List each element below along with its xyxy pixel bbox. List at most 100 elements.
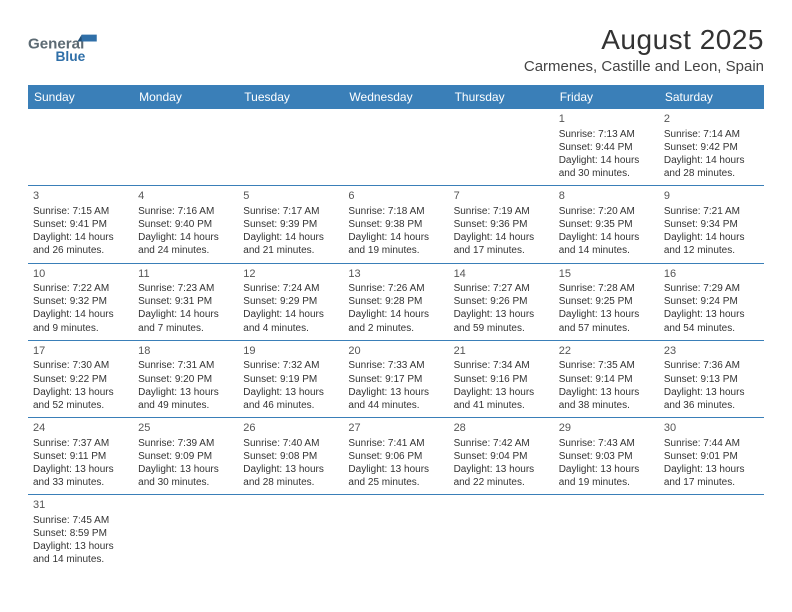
day-day2: and 33 minutes. [33,476,128,489]
day-day1: Daylight: 13 hours [138,386,233,399]
weekday-label: Saturday [659,85,764,109]
day-sunset: Sunset: 9:22 PM [33,373,128,386]
day-sunrise: Sunrise: 7:44 AM [664,437,759,450]
weekday-label: Sunday [28,85,133,109]
day-sunset: Sunset: 9:03 PM [559,450,654,463]
calendar-day: 15Sunrise: 7:28 AMSunset: 9:25 PMDayligh… [554,264,659,340]
day-sunset: Sunset: 9:24 PM [664,295,759,308]
day-sunset: Sunset: 9:06 PM [348,450,443,463]
day-sunrise: Sunrise: 7:37 AM [33,437,128,450]
calendar-day: 19Sunrise: 7:32 AMSunset: 9:19 PMDayligh… [238,341,343,417]
day-day2: and 9 minutes. [33,322,128,335]
day-sunrise: Sunrise: 7:27 AM [454,282,549,295]
day-day2: and 30 minutes. [559,167,654,180]
day-day1: Daylight: 13 hours [454,308,549,321]
day-day1: Daylight: 13 hours [454,463,549,476]
day-number: 12 [243,267,338,282]
day-number: 16 [664,267,759,282]
day-sunset: Sunset: 9:44 PM [559,141,654,154]
day-sunset: Sunset: 9:38 PM [348,218,443,231]
day-day1: Daylight: 14 hours [348,308,443,321]
calendar-day: 5Sunrise: 7:17 AMSunset: 9:39 PMDaylight… [238,186,343,262]
calendar-day-empty [659,495,764,571]
day-number: 1 [559,112,654,127]
title-block: August 2025 Carmenes, Castille and Leon,… [524,24,764,75]
day-day2: and 21 minutes. [243,244,338,257]
calendar-day: 21Sunrise: 7:34 AMSunset: 9:16 PMDayligh… [449,341,554,417]
calendar-day: 27Sunrise: 7:41 AMSunset: 9:06 PMDayligh… [343,418,448,494]
day-day1: Daylight: 14 hours [664,231,759,244]
calendar-day: 16Sunrise: 7:29 AMSunset: 9:24 PMDayligh… [659,264,764,340]
day-day2: and 24 minutes. [138,244,233,257]
calendar-week: 3Sunrise: 7:15 AMSunset: 9:41 PMDaylight… [28,186,764,263]
day-sunrise: Sunrise: 7:39 AM [138,437,233,450]
calendar-day: 8Sunrise: 7:20 AMSunset: 9:35 PMDaylight… [554,186,659,262]
day-sunset: Sunset: 9:09 PM [138,450,233,463]
day-number: 22 [559,344,654,359]
day-number: 13 [348,267,443,282]
day-day1: Daylight: 13 hours [243,386,338,399]
day-sunrise: Sunrise: 7:34 AM [454,359,549,372]
calendar-day-empty [449,109,554,185]
day-number: 8 [559,189,654,204]
calendar-day: 23Sunrise: 7:36 AMSunset: 9:13 PMDayligh… [659,341,764,417]
day-number: 17 [33,344,128,359]
generalblue-logo-icon: General Blue [28,30,138,64]
calendar-week: 17Sunrise: 7:30 AMSunset: 9:22 PMDayligh… [28,341,764,418]
calendar-day: 17Sunrise: 7:30 AMSunset: 9:22 PMDayligh… [28,341,133,417]
calendar-day: 22Sunrise: 7:35 AMSunset: 9:14 PMDayligh… [554,341,659,417]
calendar-week: 10Sunrise: 7:22 AMSunset: 9:32 PMDayligh… [28,264,764,341]
day-sunset: Sunset: 9:04 PM [454,450,549,463]
calendar: SundayMondayTuesdayWednesdayThursdayFrid… [28,85,764,572]
day-sunset: Sunset: 9:13 PM [664,373,759,386]
calendar-week: 1Sunrise: 7:13 AMSunset: 9:44 PMDaylight… [28,109,764,186]
day-day2: and 59 minutes. [454,322,549,335]
day-sunset: Sunset: 9:08 PM [243,450,338,463]
day-sunrise: Sunrise: 7:14 AM [664,128,759,141]
calendar-day: 14Sunrise: 7:27 AMSunset: 9:26 PMDayligh… [449,264,554,340]
calendar-day: 7Sunrise: 7:19 AMSunset: 9:36 PMDaylight… [449,186,554,262]
day-number: 19 [243,344,338,359]
day-sunset: Sunset: 9:25 PM [559,295,654,308]
day-day2: and 19 minutes. [348,244,443,257]
calendar-day: 24Sunrise: 7:37 AMSunset: 9:11 PMDayligh… [28,418,133,494]
day-sunrise: Sunrise: 7:16 AM [138,205,233,218]
day-sunset: Sunset: 8:59 PM [33,527,128,540]
day-sunset: Sunset: 9:11 PM [33,450,128,463]
day-number: 31 [33,498,128,513]
day-number: 23 [664,344,759,359]
calendar-day: 1Sunrise: 7:13 AMSunset: 9:44 PMDaylight… [554,109,659,185]
day-day2: and 52 minutes. [33,399,128,412]
header: General Blue August 2025 Carmenes, Casti… [28,24,764,75]
day-day1: Daylight: 13 hours [348,463,443,476]
day-sunset: Sunset: 9:39 PM [243,218,338,231]
day-day2: and 22 minutes. [454,476,549,489]
day-number: 30 [664,421,759,436]
weekday-label: Thursday [449,85,554,109]
day-sunset: Sunset: 9:17 PM [348,373,443,386]
day-day2: and 19 minutes. [559,476,654,489]
day-day2: and 14 minutes. [33,553,128,566]
day-day1: Daylight: 14 hours [33,231,128,244]
day-day1: Daylight: 13 hours [138,463,233,476]
day-day1: Daylight: 14 hours [33,308,128,321]
day-sunset: Sunset: 9:28 PM [348,295,443,308]
day-number: 3 [33,189,128,204]
day-day1: Daylight: 13 hours [454,386,549,399]
day-number: 2 [664,112,759,127]
calendar-day: 20Sunrise: 7:33 AMSunset: 9:17 PMDayligh… [343,341,448,417]
weekday-header: SundayMondayTuesdayWednesdayThursdayFrid… [28,85,764,109]
day-day2: and 28 minutes. [664,167,759,180]
svg-text:Blue: Blue [56,49,86,64]
day-day2: and 17 minutes. [664,476,759,489]
calendar-day: 25Sunrise: 7:39 AMSunset: 9:09 PMDayligh… [133,418,238,494]
weekday-label: Monday [133,85,238,109]
calendar-day-empty [449,495,554,571]
day-day1: Daylight: 13 hours [559,308,654,321]
day-day1: Daylight: 14 hours [243,231,338,244]
calendar-day: 2Sunrise: 7:14 AMSunset: 9:42 PMDaylight… [659,109,764,185]
day-sunrise: Sunrise: 7:24 AM [243,282,338,295]
day-sunrise: Sunrise: 7:21 AM [664,205,759,218]
day-sunrise: Sunrise: 7:26 AM [348,282,443,295]
day-number: 9 [664,189,759,204]
